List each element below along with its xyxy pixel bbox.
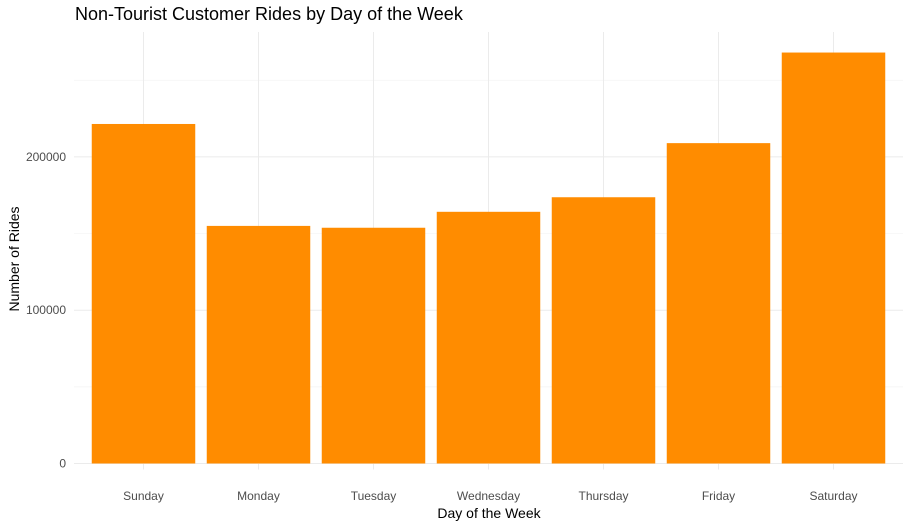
chart-title: Non-Tourist Customer Rides by Day of the… — [75, 4, 464, 24]
bar-saturday — [781, 52, 886, 464]
bar-monday — [206, 225, 311, 464]
y-axis-title: Number of Rides — [6, 206, 22, 311]
y-tick-label: 100000 — [26, 303, 66, 317]
x-axis-title: Day of the Week — [437, 505, 541, 521]
x-tick-label: Sunday — [123, 489, 164, 503]
x-tick-label: Tuesday — [351, 489, 397, 503]
x-axis-tick-labels: Sunday Monday Tuesday Wednesday Thursday Frid… — [123, 489, 857, 503]
x-tick-label: Wednesday — [457, 489, 520, 503]
y-tick-label: 0 — [59, 457, 66, 471]
bar-friday — [666, 143, 771, 464]
bar-sunday — [91, 123, 196, 464]
y-tick-label: 200000 — [26, 150, 66, 164]
x-tick-label: Friday — [702, 489, 735, 503]
y-axis-tick-labels: 0 100000 200000 — [26, 150, 66, 471]
bars — [91, 52, 886, 464]
bar-thursday — [551, 197, 656, 464]
bar-wednesday — [436, 211, 541, 464]
bar-tuesday — [321, 227, 426, 464]
x-tick-label: Saturday — [809, 489, 857, 503]
x-tick-label: Thursday — [578, 489, 628, 503]
x-tick-label: Monday — [237, 489, 280, 503]
